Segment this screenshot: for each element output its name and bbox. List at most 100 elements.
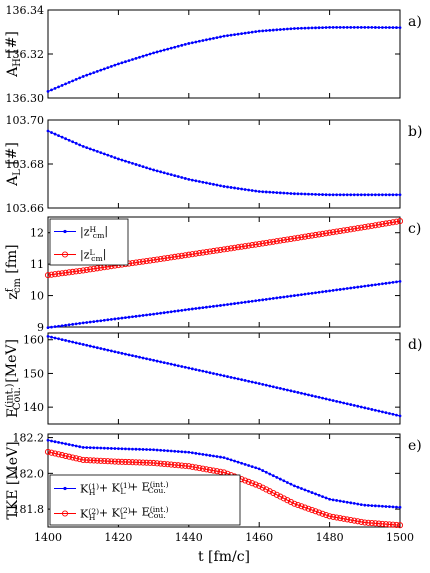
data-point — [67, 138, 71, 142]
y-tick-label: 11 — [30, 258, 44, 271]
data-point — [124, 352, 127, 356]
x-tick-label: 1460 — [245, 531, 273, 544]
data-point — [141, 54, 145, 58]
data-point — [257, 467, 261, 471]
data-point — [381, 410, 384, 414]
data-point — [250, 189, 254, 192]
data-point — [317, 493, 321, 497]
data-point — [197, 452, 201, 456]
data-point — [155, 448, 159, 452]
data-point — [164, 254, 171, 261]
data-point — [310, 491, 314, 494]
data-point — [80, 267, 87, 274]
data-point — [356, 285, 360, 289]
data-point — [393, 218, 400, 225]
data-point — [159, 448, 163, 452]
data-point — [335, 25, 339, 29]
legend-marker — [63, 229, 67, 234]
data-point — [87, 457, 94, 464]
data-point — [319, 230, 326, 237]
data-point — [117, 351, 120, 354]
data-point — [349, 193, 353, 197]
data-point — [219, 184, 222, 188]
data-point — [210, 247, 217, 255]
data-point — [120, 61, 124, 65]
data-point — [363, 406, 367, 410]
data-point — [196, 250, 203, 257]
data-point — [176, 364, 180, 368]
data-point — [138, 55, 141, 59]
data-point — [377, 409, 381, 413]
data-point — [187, 366, 191, 370]
data-point — [308, 232, 316, 239]
data-point — [50, 88, 53, 92]
data-point — [345, 25, 349, 29]
data-point — [141, 448, 145, 451]
data-point — [113, 317, 117, 321]
data-point — [235, 244, 242, 251]
data-point — [359, 503, 363, 506]
data-point — [342, 500, 346, 504]
data-point — [173, 174, 177, 178]
data-point — [145, 166, 148, 170]
data-point — [338, 288, 342, 291]
data-point — [183, 177, 187, 180]
data-point — [303, 192, 307, 196]
data-point — [189, 251, 196, 258]
data-point — [296, 192, 300, 196]
data-point — [287, 498, 294, 506]
data-point — [176, 450, 180, 453]
data-point — [201, 306, 205, 310]
data-point — [85, 146, 89, 150]
data-point — [102, 347, 106, 351]
data-point — [189, 463, 196, 470]
data-point — [102, 152, 106, 156]
data-point — [134, 57, 138, 60]
data-point — [99, 347, 103, 350]
data-point — [194, 307, 198, 310]
data-point — [284, 497, 291, 504]
data-point — [109, 349, 113, 353]
data-point — [97, 457, 104, 464]
data-point — [208, 182, 212, 186]
data-point — [324, 496, 328, 500]
data-point — [345, 402, 349, 406]
data-point — [293, 484, 296, 488]
data-point — [256, 240, 263, 248]
data-point — [222, 34, 226, 38]
data-point — [145, 313, 148, 317]
data-point — [271, 474, 275, 478]
data-point — [120, 158, 124, 162]
data-point — [78, 143, 82, 147]
series-0 — [46, 25, 402, 93]
data-point — [296, 26, 300, 30]
data-point — [85, 446, 89, 449]
data-point — [243, 379, 247, 382]
data-point — [358, 224, 365, 231]
data-point — [240, 187, 244, 191]
data-point — [305, 505, 312, 512]
data-point — [377, 193, 381, 197]
data-point — [226, 185, 229, 189]
data-point — [370, 504, 374, 508]
data-point — [183, 365, 187, 369]
data-point — [187, 178, 191, 181]
data-point — [370, 408, 374, 411]
data-point — [398, 193, 402, 197]
data-point — [352, 502, 356, 505]
data-point — [141, 165, 145, 169]
data-point — [259, 240, 266, 247]
data-point — [247, 31, 251, 35]
series-1 — [44, 448, 404, 529]
axes-box — [47, 9, 401, 99]
legend-label: |zL cm| — [80, 248, 106, 263]
data-point — [257, 29, 261, 33]
data-point — [388, 193, 391, 197]
data-point — [361, 224, 368, 231]
data-point — [277, 237, 284, 244]
panel-b: 103.66 103.68 103.70 AL [#] b) — [4, 114, 423, 215]
data-point — [240, 301, 244, 305]
data-point — [99, 151, 103, 155]
data-point — [366, 284, 370, 288]
data-point — [159, 311, 163, 315]
